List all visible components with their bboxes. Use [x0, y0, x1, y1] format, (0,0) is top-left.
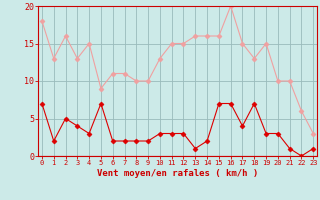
X-axis label: Vent moyen/en rafales ( km/h ): Vent moyen/en rafales ( km/h )	[97, 169, 258, 178]
